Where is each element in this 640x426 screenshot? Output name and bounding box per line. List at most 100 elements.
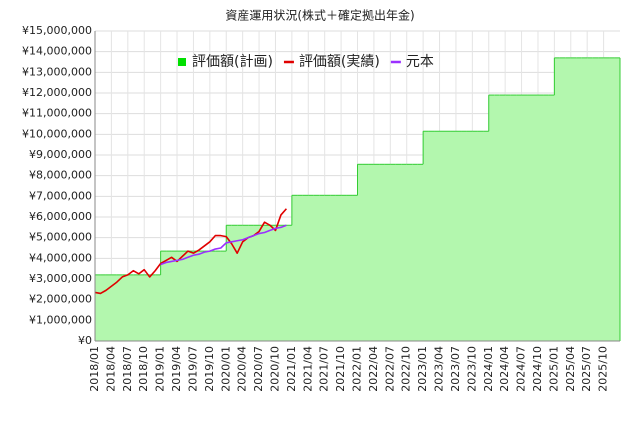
y-tick-label: ¥3,000,000 bbox=[29, 272, 92, 285]
y-tick-label: ¥13,000,000 bbox=[22, 65, 92, 78]
area-segment bbox=[177, 251, 183, 341]
y-tick-label: ¥12,000,000 bbox=[22, 86, 92, 99]
area-segment bbox=[537, 95, 544, 341]
y-tick-label: ¥2,000,000 bbox=[29, 293, 92, 306]
legend-swatch bbox=[178, 58, 186, 66]
y-tick-label: ¥15,000,000 bbox=[22, 24, 92, 37]
x-tick-label: 2025/04 bbox=[564, 346, 577, 392]
area-segment bbox=[346, 195, 353, 341]
area-segment bbox=[570, 57, 577, 341]
area-segment bbox=[455, 131, 462, 341]
y-tick-label: ¥7,000,000 bbox=[29, 189, 92, 202]
area-segment bbox=[548, 95, 555, 341]
x-tick-label: 2025/10 bbox=[597, 346, 610, 392]
area-segment bbox=[242, 225, 249, 341]
area-segment bbox=[434, 131, 440, 341]
x-tick-label: 2025/07 bbox=[580, 346, 593, 392]
area-segment bbox=[412, 164, 419, 341]
area-segment bbox=[264, 225, 271, 341]
area-segment bbox=[439, 131, 446, 341]
area-segment bbox=[253, 225, 260, 341]
area-segment bbox=[362, 164, 369, 341]
area-segment bbox=[111, 274, 118, 341]
area-segment bbox=[270, 225, 276, 341]
legend-label: 評価額(計画) bbox=[192, 54, 273, 70]
area-segment bbox=[160, 251, 167, 341]
x-tick-label: 2023/10 bbox=[465, 346, 478, 392]
x-tick-label: 2019/10 bbox=[203, 346, 216, 392]
area-segment bbox=[609, 57, 615, 341]
area-segment bbox=[324, 195, 331, 341]
area-segment bbox=[231, 225, 238, 341]
x-tick-label: 2018/04 bbox=[104, 346, 117, 392]
area-segment bbox=[171, 251, 178, 341]
area-segment bbox=[182, 251, 189, 341]
area-segment bbox=[105, 274, 112, 341]
x-tick-label: 2018/10 bbox=[137, 346, 150, 392]
area-segment bbox=[302, 195, 309, 341]
area-segment bbox=[390, 164, 397, 341]
x-tick-label: 2024/10 bbox=[531, 346, 544, 392]
y-tick-label: ¥4,000,000 bbox=[29, 251, 92, 264]
area-segment bbox=[368, 164, 375, 341]
legend: 評価額(計画) 評価額(実績) 元本 bbox=[178, 54, 434, 70]
area-segment bbox=[275, 225, 282, 341]
y-tick-label: ¥0 bbox=[78, 334, 92, 347]
area-segment bbox=[510, 95, 517, 341]
area-segment bbox=[576, 57, 583, 341]
chart-title: 資産運用状況(株式＋確定拠出年金) bbox=[225, 8, 414, 23]
x-tick-label: 2022/10 bbox=[400, 346, 413, 392]
area-segment bbox=[445, 131, 451, 341]
area-segment bbox=[450, 131, 457, 341]
area-segment bbox=[587, 57, 594, 341]
area-segment bbox=[204, 251, 211, 341]
area-segment bbox=[428, 131, 435, 341]
legend-label: 評価額(実績) bbox=[299, 54, 380, 70]
area-segment bbox=[335, 195, 342, 341]
area-segment bbox=[598, 57, 604, 341]
area-segment bbox=[341, 195, 347, 341]
area-segment bbox=[352, 195, 358, 341]
x-tick-label: 2022/07 bbox=[383, 346, 396, 392]
area-segment bbox=[155, 274, 162, 341]
area-segment bbox=[127, 274, 134, 341]
area-segment bbox=[543, 95, 550, 341]
area-segment bbox=[280, 225, 287, 341]
x-tick-label: 2020/01 bbox=[219, 346, 232, 392]
area-segment bbox=[373, 164, 380, 341]
area-segment bbox=[193, 251, 200, 341]
x-tick-label: 2021/01 bbox=[285, 346, 298, 392]
y-tick-label: ¥11,000,000 bbox=[22, 107, 92, 120]
x-tick-label: 2023/07 bbox=[449, 346, 462, 392]
x-tick-label: 2020/10 bbox=[268, 346, 281, 392]
area-segment bbox=[379, 164, 386, 341]
y-tick-label: ¥9,000,000 bbox=[29, 148, 92, 161]
x-tick-label: 2021/04 bbox=[301, 346, 314, 392]
area-segment bbox=[472, 131, 479, 341]
x-tick-label: 2023/01 bbox=[416, 346, 429, 392]
y-tick-label: ¥8,000,000 bbox=[29, 169, 92, 182]
area-segment bbox=[198, 251, 205, 341]
x-tick-label: 2024/04 bbox=[498, 346, 511, 392]
x-tick-label: 2023/04 bbox=[433, 346, 446, 392]
x-tick-label: 2020/07 bbox=[252, 346, 265, 392]
y-tick-label: ¥5,000,000 bbox=[29, 231, 92, 244]
area-segment bbox=[187, 251, 194, 341]
area-segment bbox=[237, 225, 244, 341]
x-tick-label: 2020/04 bbox=[236, 346, 249, 392]
area-segment bbox=[357, 164, 364, 341]
area-segment bbox=[494, 95, 501, 341]
area-segment bbox=[330, 195, 337, 341]
area-segment bbox=[417, 164, 424, 341]
area-segment bbox=[565, 57, 572, 341]
area-segment bbox=[95, 274, 101, 341]
x-tick-label: 2025/01 bbox=[547, 346, 560, 392]
area-segment bbox=[291, 195, 298, 341]
area-segment bbox=[581, 57, 588, 341]
x-tick-label: 2018/07 bbox=[121, 346, 134, 392]
area-segment bbox=[286, 225, 293, 341]
area-segment bbox=[466, 131, 473, 341]
y-tick-label: ¥10,000,000 bbox=[22, 127, 92, 140]
x-tick-label: 2019/04 bbox=[170, 346, 183, 392]
